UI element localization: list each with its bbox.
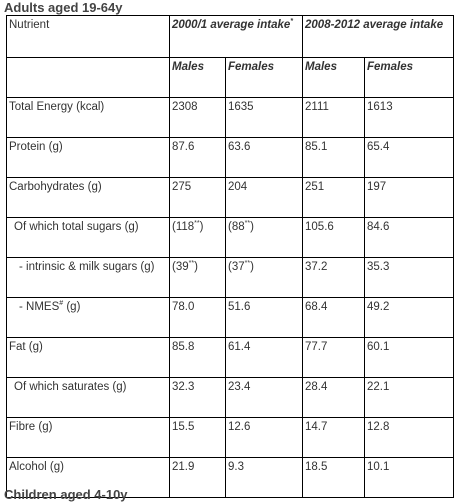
value-cell: 9.3 [224,457,304,498]
value-cell: 18.5 [302,457,366,498]
table-row: Fibre (g) 15.5 12.6 14.7 12.8 [6,417,455,458]
footnote-mark: ** [244,220,251,227]
table-row: Alcohol (g) 21.9 9.3 18.5 10.1 [6,457,455,498]
value-cell: 10.1 [364,457,455,498]
value-cell: 105.6 [302,217,366,258]
value-cell: 21.9 [169,457,226,498]
cell-text: ) [194,261,198,273]
value-cell: 251 [302,177,366,218]
value-cell: 37.2 [302,257,366,298]
header-row: Nutrient 2000/1 average intake* 2008-2012 … [6,15,455,58]
header-cell: 2008-2012 average intake [302,15,455,58]
nutrient-cell: Of which total sugars (g) [6,217,170,258]
nutrient-cell: - intrinsic & milk sugars (g) [6,257,170,298]
value-cell: (88**) [224,217,304,258]
value-cell: 61.4 [224,337,304,378]
cell-text: (39 [172,261,189,273]
value-cell: 14.7 [302,417,366,458]
table-row: Of which total sugars (g) (118**) (88**) 10… [6,217,455,258]
value-cell: 63.6 [224,137,304,178]
value-cell: 12.8 [364,417,455,458]
cell-text: (g) [63,301,81,313]
header-row: Males Females Males Females [6,57,455,98]
value-cell: 197 [364,177,455,218]
header-cell: Nutrient [6,15,170,58]
value-cell: 32.3 [169,377,226,418]
value-cell: 2308 [169,97,226,138]
table-header: Nutrient 2000/1 average intake* 2008-2012 … [6,15,455,98]
nutrient-cell: Fibre (g) [6,417,170,458]
value-cell: 87.6 [169,137,226,178]
header-cell: Females [364,57,455,98]
value-cell: 2111 [302,97,366,138]
value-cell: 12.6 [224,417,304,458]
cell-text: (37 [228,261,245,273]
value-cell: 60.1 [364,337,455,378]
value-cell: 35.3 [364,257,455,298]
value-cell: (39**) [169,257,226,298]
value-cell: 275 [169,177,226,218]
footnote-mark: # [59,300,64,307]
cell-text: ) [199,221,204,233]
value-cell: 68.4 [302,297,366,338]
footnote-mark: ** [244,260,251,267]
nutrient-cell: Total Energy (kcal) [6,97,170,138]
table-body: Total Energy (kcal) 2308 1635 2111 1613 Prote… [6,97,455,498]
value-cell: 85.8 [169,337,226,378]
table-row: - NMES# (g) 78.0 51.6 68.4 49.2 [6,297,455,338]
value-cell: 28.4 [302,377,366,418]
value-cell: 84.6 [364,217,455,258]
table-row: - intrinsic & milk sugars (g) (39**) (37**… [6,257,455,298]
table-row: Total Energy (kcal) 2308 1635 2111 1613 [6,97,455,138]
nutrient-cell: - NMES# (g) [6,297,170,338]
footnote-mark: ** [188,260,195,267]
value-cell: (118**) [169,217,226,258]
value-cell: 65.4 [364,137,455,178]
value-cell: 85.1 [302,137,366,178]
table-row: Of which saturates (g) 32.3 23.4 28.4 22.1 [6,377,455,418]
header-cell: Females [224,57,304,98]
table-row: Protein (g) 87.6 63.6 85.1 65.4 [6,137,455,178]
section-title: Adults aged 19-64y [4,0,123,15]
empty-cell [6,57,170,98]
nutrient-cell: Alcohol (g) [6,457,170,498]
cell-text: - NMES [19,301,60,313]
cell-text: ) [250,261,254,273]
nutrient-cell: Of which saturates (g) [6,377,170,418]
table-row: Carbohydrates (g) 275 204 251 197 [6,177,455,218]
value-cell: 78.0 [169,297,226,338]
value-cell: 77.7 [302,337,366,378]
cell-text: (118 [172,221,195,233]
value-cell: 49.2 [364,297,455,338]
value-cell: 15.5 [169,417,226,458]
value-cell: 1635 [224,97,304,138]
table-row: Fat (g) 85.8 61.4 77.7 60.1 [6,337,455,378]
value-cell: 204 [224,177,304,218]
nutrient-table: Nutrient 2000/1 average intake* 2008-2012 … [6,15,455,498]
value-cell: 23.4 [224,377,304,418]
value-cell: 51.6 [224,297,304,338]
value-cell: 1613 [364,97,455,138]
header-cell: Males [169,57,226,98]
next-section-title: Children aged 4-10y [4,487,128,502]
header-cell: Males [302,57,366,98]
nutrient-cell: Protein (g) [6,137,170,178]
value-cell: 22.1 [364,377,455,418]
footnote-mark: ** [194,220,200,227]
cell-text: ) [250,221,254,233]
value-cell: (37**) [224,257,304,298]
header-cell: 2000/1 average intake* [168,15,304,58]
nutrient-cell: Carbohydrates (g) [6,177,170,218]
cell-text: 2000/1 average intake [172,19,291,31]
cell-text: (88 [228,221,245,233]
nutrient-cell: Fat (g) [6,337,170,378]
footnote-mark: * [290,18,294,25]
